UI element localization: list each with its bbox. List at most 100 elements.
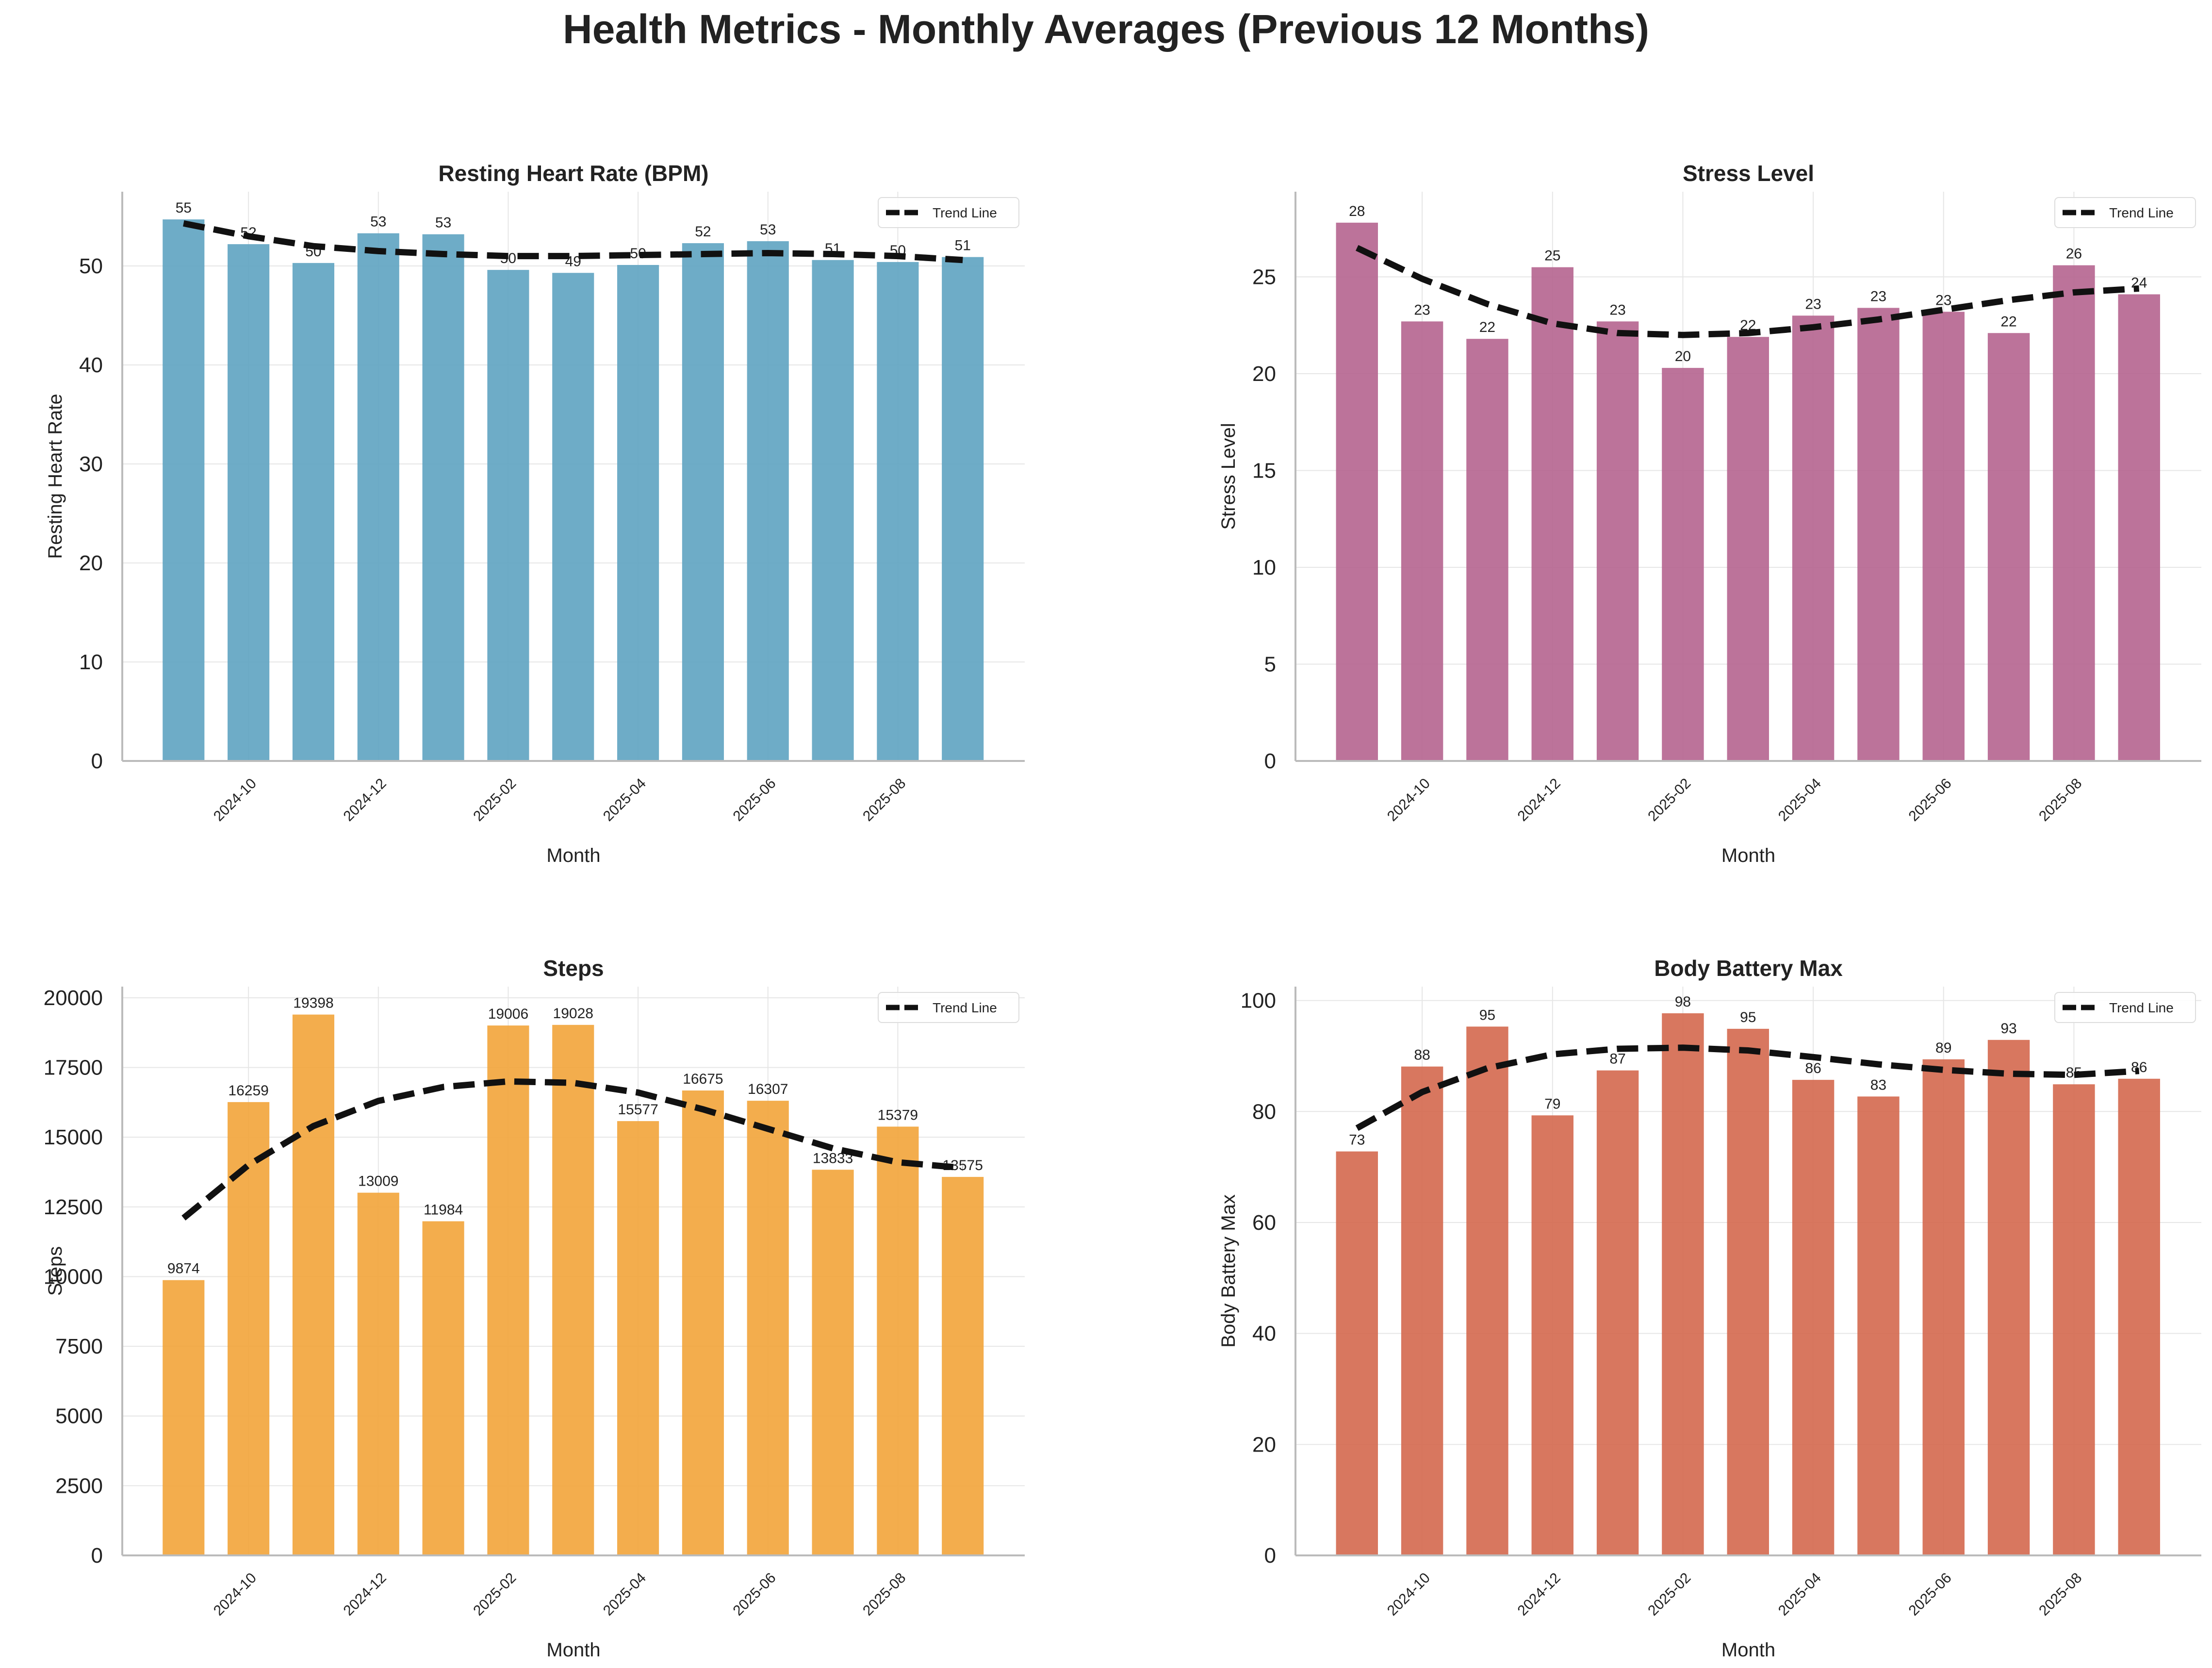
bar bbox=[552, 1024, 594, 1555]
bar bbox=[552, 273, 594, 761]
bar-value-label: 16307 bbox=[748, 1081, 788, 1097]
x-axis-label: Month bbox=[1721, 845, 1775, 866]
bar bbox=[1727, 1028, 1769, 1555]
y-tick-label: 5000 bbox=[55, 1404, 103, 1428]
bar bbox=[1466, 1026, 1508, 1555]
bar bbox=[487, 270, 529, 761]
bar-value-label: 15577 bbox=[618, 1102, 658, 1118]
bar bbox=[292, 1014, 335, 1555]
bar-value-label: 79 bbox=[1544, 1096, 1560, 1112]
trend-line bbox=[181, 1078, 963, 1221]
bar bbox=[1596, 321, 1639, 761]
y-tick-label: 2500 bbox=[55, 1474, 103, 1498]
bar-value-label: 20 bbox=[1675, 348, 1691, 364]
bar-value-label: 23 bbox=[1805, 296, 1821, 312]
bar bbox=[1987, 333, 2030, 761]
y-tick-label: 0 bbox=[1264, 749, 1276, 773]
x-axis-label: Month bbox=[546, 1639, 600, 1661]
bar bbox=[1596, 1070, 1639, 1555]
bar-value-label: 93 bbox=[2000, 1021, 2016, 1037]
bar-value-label: 19006 bbox=[488, 1006, 528, 1022]
bar-value-label: 53 bbox=[760, 222, 776, 238]
bar bbox=[1336, 222, 1378, 761]
y-axis-label: Steps bbox=[45, 1246, 66, 1296]
bar bbox=[357, 1192, 399, 1555]
x-tick-label: 2025-08 bbox=[2036, 1570, 2085, 1619]
bar bbox=[1466, 339, 1508, 761]
bar bbox=[1531, 1115, 1573, 1555]
bar-value-label: 13009 bbox=[358, 1173, 398, 1189]
y-tick-label: 7500 bbox=[55, 1335, 103, 1358]
y-tick-label: 20 bbox=[79, 551, 103, 575]
y-tick-label: 25 bbox=[1252, 265, 1276, 289]
bar bbox=[942, 1177, 984, 1555]
bar bbox=[812, 260, 854, 761]
bar bbox=[292, 263, 335, 761]
bar bbox=[682, 1090, 724, 1555]
bar bbox=[1922, 1059, 1965, 1555]
y-tick-label: 5 bbox=[1264, 653, 1276, 677]
bar bbox=[617, 1121, 659, 1555]
y-axis-label: Resting Heart Rate bbox=[45, 394, 66, 559]
bar-value-label: 86 bbox=[1805, 1060, 1821, 1076]
legend-label: Trend Line bbox=[933, 1000, 997, 1015]
legend-box bbox=[2054, 992, 2196, 1023]
panel-title: Body Battery Max bbox=[1654, 956, 1843, 981]
bar-value-label: 51 bbox=[955, 238, 971, 254]
bar bbox=[422, 1221, 464, 1555]
bar bbox=[1401, 1066, 1443, 1555]
x-tick-label: 2025-04 bbox=[1775, 1570, 1824, 1619]
y-tick-label: 15000 bbox=[44, 1125, 103, 1149]
y-tick-label: 20 bbox=[1252, 1433, 1276, 1456]
panel-title: Stress Level bbox=[1683, 161, 1814, 186]
bar bbox=[1857, 308, 1900, 761]
y-tick-label: 50 bbox=[79, 254, 103, 278]
bar-value-label: 89 bbox=[1935, 1040, 1951, 1056]
bar-value-label: 19398 bbox=[293, 995, 333, 1011]
bar bbox=[2118, 294, 2160, 761]
y-tick-label: 20 bbox=[1252, 362, 1276, 386]
bar-value-label: 95 bbox=[1479, 1007, 1495, 1023]
bar-value-label: 24 bbox=[2131, 275, 2147, 291]
x-tick-label: 2025-02 bbox=[1645, 1570, 1694, 1619]
bar-value-label: 26 bbox=[2066, 246, 2082, 262]
bar-value-label: 83 bbox=[1870, 1077, 1886, 1093]
x-axis-label: Month bbox=[1721, 1639, 1775, 1661]
legend-box bbox=[2054, 197, 2196, 228]
y-tick-label: 10000 bbox=[44, 1265, 103, 1288]
bar bbox=[1401, 321, 1443, 761]
bar-value-label: 73 bbox=[1349, 1132, 1365, 1148]
bar bbox=[1727, 337, 1769, 761]
bar bbox=[2118, 1078, 2160, 1555]
bar bbox=[228, 244, 270, 761]
y-tick-label: 0 bbox=[91, 1544, 103, 1568]
bar-value-label: 25 bbox=[1544, 248, 1560, 264]
y-tick-label: 0 bbox=[1264, 1544, 1276, 1568]
y-tick-label: 30 bbox=[79, 452, 103, 476]
bar-value-label: 23 bbox=[1870, 288, 1886, 304]
figure-title: Health Metrics - Monthly Averages (Previ… bbox=[563, 6, 1649, 52]
bar bbox=[812, 1170, 854, 1555]
panel-title: Steps bbox=[543, 956, 604, 981]
x-tick-label: 2025-06 bbox=[1906, 1570, 1955, 1619]
bar bbox=[422, 234, 464, 761]
trend-line bbox=[1356, 245, 2140, 338]
bar-value-label: 16259 bbox=[228, 1083, 268, 1099]
bar-value-label: 19028 bbox=[553, 1006, 593, 1022]
y-tick-label: 40 bbox=[79, 353, 103, 377]
bar bbox=[747, 241, 789, 761]
bar bbox=[357, 233, 399, 761]
y-axis-label: Body Battery Max bbox=[1218, 1194, 1239, 1348]
bar bbox=[1662, 1013, 1704, 1555]
bar-value-label: 22 bbox=[1479, 319, 1495, 335]
bar-value-label: 53 bbox=[435, 215, 451, 231]
y-tick-label: 20000 bbox=[44, 986, 103, 1010]
bar-value-label: 9874 bbox=[167, 1261, 200, 1277]
bar bbox=[2053, 1084, 2095, 1555]
bar bbox=[1336, 1151, 1378, 1555]
y-tick-label: 10 bbox=[79, 650, 103, 674]
y-tick-label: 60 bbox=[1252, 1211, 1276, 1235]
bar-value-label: 11984 bbox=[424, 1202, 463, 1218]
